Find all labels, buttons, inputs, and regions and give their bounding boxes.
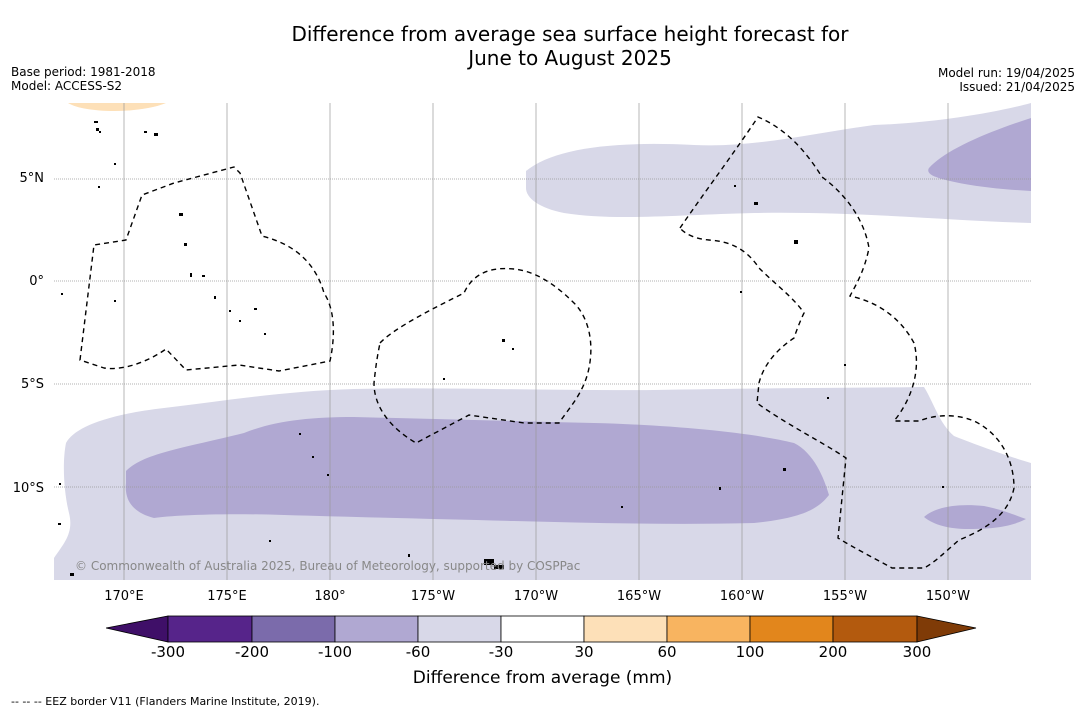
colorbar-segment-1: [167, 615, 253, 643]
eez-border-kiribati-gilbert: [79, 166, 335, 372]
lon-label-170w: 170°W: [513, 589, 559, 604]
islands: [58, 121, 944, 576]
model-name: Model: ACCESS-S2: [11, 79, 123, 93]
anomaly-area-positive: [68, 103, 166, 111]
colorbar-segment-6: [583, 615, 668, 643]
lon-label-155w: 155°W: [822, 589, 868, 604]
colorbar-extend-low: [106, 615, 169, 643]
lon-label-180: 180°: [314, 589, 346, 604]
colorbar-segment-8: [749, 615, 834, 643]
anomaly-area-north-medium: [928, 118, 1031, 191]
lat-label-5n: 5°N: [19, 171, 45, 186]
lat-label-0: 0°: [29, 274, 44, 289]
meta-left: Base period: 1981-2018 Model: ACCESS-S2: [11, 65, 156, 93]
map-svg: [54, 103, 1031, 580]
colorbar-tick-2: -200: [234, 643, 270, 661]
title-line-1: Difference from average sea surface heig…: [291, 22, 849, 46]
eez-footnote: -- -- -- EEZ border V11 (Flanders Marine…: [11, 695, 320, 708]
colorbar-tick-3: -100: [317, 643, 353, 661]
base-period: Base period: 1981-2018: [11, 65, 156, 79]
colorbar-segment-2: [251, 615, 336, 643]
colorbar-segment-9: [832, 615, 918, 643]
anomaly-area-south-medium: [125, 417, 829, 524]
issued-date: Issued: 21/04/2025: [959, 80, 1075, 94]
map-title: Difference from average sea surface heig…: [0, 22, 1085, 70]
lon-label-160w: 160°W: [719, 589, 765, 604]
anomaly-area-southeast-medium: [924, 505, 1026, 529]
lon-label-165w: 165°W: [616, 589, 662, 604]
colorbar-tick-9: 200: [818, 643, 848, 661]
copyright-notice: © Commonwealth of Australia 2025, Bureau…: [75, 559, 581, 573]
gridlines: [54, 103, 1031, 580]
title-line-2: June to August 2025: [468, 46, 672, 70]
eez-border-kiribati-line: [679, 116, 1015, 569]
anomaly-area-north-light: [526, 103, 1031, 223]
colorbar-tick-10: 300: [902, 643, 932, 661]
colorbar-segment-4: [417, 615, 502, 643]
colorbar-tick-8: 100: [735, 643, 765, 661]
map-panel: [54, 103, 1031, 580]
colorbar-tick-4: -60: [405, 643, 431, 661]
lon-label-175e: 175°E: [207, 589, 247, 604]
meta-right: Model run: 19/04/2025 Issued: 21/04/2025: [938, 66, 1075, 94]
colorbar-tick-5: -30: [488, 643, 514, 661]
colorbar-title: Difference from average (mm): [412, 668, 673, 688]
colorbar-tick-7: 60: [657, 643, 677, 661]
colorbar-tick-6: 30: [574, 643, 594, 661]
colorbar-tick-1: -300: [150, 643, 186, 661]
colorbar-segment-3: [334, 615, 419, 643]
colorbar-segment-5: [500, 615, 585, 643]
eez-border-kiribati-phoenix: [373, 267, 592, 444]
lat-label-5s: 5°S: [20, 377, 44, 392]
model-run: Model run: 19/04/2025: [937, 66, 1075, 80]
lon-label-170e: 170°E: [104, 589, 144, 604]
lat-label-10s: 10°S: [12, 481, 44, 496]
lon-label-150w: 150°W: [925, 589, 971, 604]
colorbar: [106, 615, 977, 643]
colorbar-segment-7: [666, 615, 751, 643]
eez-borders: [79, 116, 1015, 569]
colorbar-extend-high: [916, 615, 977, 643]
lon-label-175w: 175°W: [410, 589, 456, 604]
